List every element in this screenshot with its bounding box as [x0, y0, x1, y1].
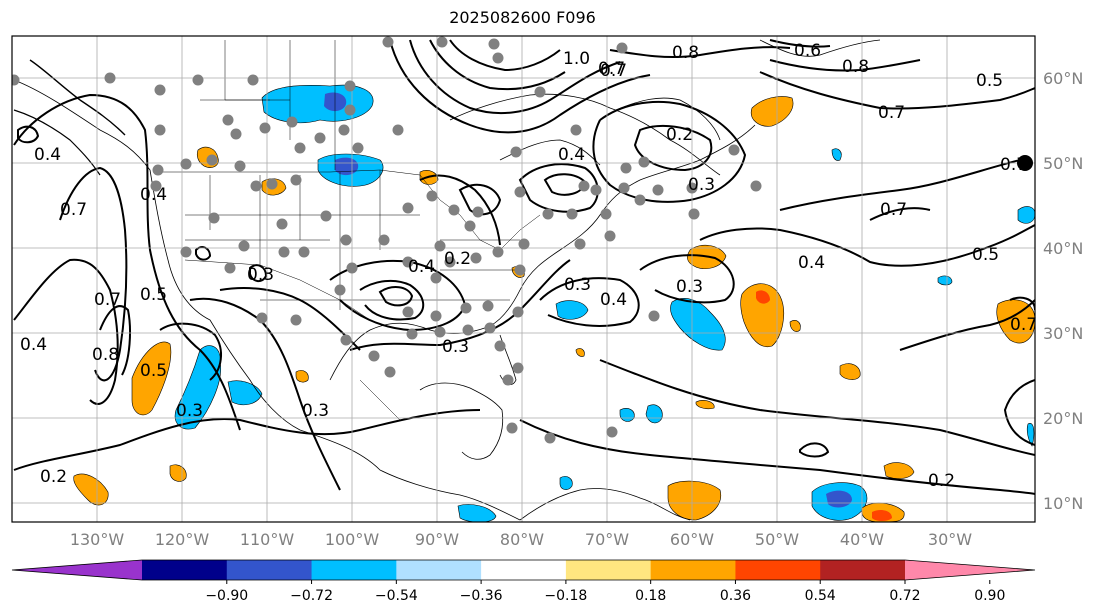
lat-label: 20°N — [1043, 409, 1083, 428]
lon-label: 40°W — [840, 530, 884, 549]
contour-label: 0.4 — [20, 335, 47, 355]
colorbar-segment — [142, 560, 228, 580]
lat-label: 10°N — [1043, 494, 1083, 513]
contour-label: 0.5 — [976, 71, 1003, 91]
contour-label: 0.7 — [600, 61, 627, 81]
colorbar-segment — [311, 560, 397, 580]
colorbar-tick-label: 0.54 — [805, 588, 836, 604]
contour-label: 0.2 — [444, 249, 471, 269]
colorbar-tick-label: 0.72 — [889, 588, 920, 604]
contour-label: 0.4 — [558, 145, 585, 165]
colorbar-extend-low — [12, 560, 142, 580]
colorbar-tick-label: −0.72 — [290, 588, 333, 604]
lon-label: 120°W — [155, 530, 210, 549]
colorbar-segment — [820, 560, 906, 580]
lon-label: 60°W — [670, 530, 714, 549]
lon-label: 70°W — [585, 530, 629, 549]
lat-label: 60°N — [1043, 69, 1083, 88]
highlight-marker — [1017, 155, 1033, 171]
colorbar-segment — [735, 560, 821, 580]
contour-label: 0.7 — [880, 200, 907, 220]
lon-label: 100°W — [325, 530, 380, 549]
colorbar: −0.90 −0.72 −0.54 −0.36 −0.18 0.18 0.36 0.54 0.7… — [11, 559, 1036, 604]
contour-label: 0.7 — [1010, 315, 1037, 335]
station-markers — [12, 36, 762, 444]
colorbar-extend-high — [905, 560, 1035, 580]
colorbar-tick-label: −0.90 — [205, 588, 248, 604]
colorbar-segment — [650, 560, 736, 580]
lat-label: 40°N — [1043, 239, 1083, 258]
colorbar-segment — [396, 560, 482, 580]
map-title: 2025082600 F096 — [449, 8, 596, 27]
colorbar-tick-label: 0.90 — [974, 588, 1005, 604]
political-borders — [160, 40, 541, 421]
longitude-labels: 130°W 120°W 110°W 100°W 90°W 80°W 70°W 6… — [70, 530, 972, 549]
contour-labels: 1.0 0.7 0.8 0.6 0.8 0.5 0.7 0.2 0.4 0.3 … — [20, 41, 1037, 491]
contour-label: 0.4 — [140, 185, 167, 205]
colorbar-tick-label: −0.36 — [460, 588, 503, 604]
contour-label: 0.8 — [92, 345, 119, 365]
contour-label: 0.7 — [94, 290, 121, 310]
contour-label: 0.5 — [140, 361, 167, 381]
contour-label: 0.4 — [798, 253, 825, 273]
contour-label: 1.0 — [563, 49, 590, 69]
contour-label: 0.4 — [34, 145, 61, 165]
lon-label: 130°W — [70, 530, 125, 549]
contour-label: 0.3 — [688, 175, 715, 195]
contour-label: 0.4 — [600, 290, 627, 310]
contour-label: 0.7 — [60, 200, 87, 220]
colorbar-outline — [11, 559, 1036, 581]
plot-area — [12, 36, 1035, 522]
colorbar-tick-label: 0.36 — [720, 588, 751, 604]
contour-label: 0.6 — [794, 41, 821, 61]
contour-label: 0.3 — [302, 401, 329, 421]
lon-label: 110°W — [240, 530, 295, 549]
lon-label: 50°W — [755, 530, 799, 549]
lat-label: 30°N — [1043, 324, 1083, 343]
contour-label: 0.5 — [972, 245, 999, 265]
contour-label: 0.7 — [1000, 155, 1027, 175]
colorbar-segment — [226, 560, 313, 580]
colorbar-tick-label: −0.54 — [375, 588, 418, 604]
contour-label: 0.2 — [40, 467, 67, 487]
lon-label: 30°W — [928, 530, 972, 549]
contour-label: 0.8 — [672, 43, 699, 63]
plot-frame — [11, 35, 1036, 523]
contour-label: 0.2 — [666, 125, 693, 145]
contour-label: 0.4 — [408, 257, 435, 277]
lat-label: 50°N — [1043, 154, 1083, 173]
contour-label: 0.3 — [564, 275, 591, 295]
colorbar-segment — [481, 560, 567, 580]
contour-label: 0.7 — [598, 59, 625, 79]
colorbar-tick-label: −0.18 — [544, 588, 587, 604]
latitude-labels: 60°N 50°N 40°N 30°N 20°N 10°N — [1043, 69, 1083, 513]
contour-label: 0.5 — [140, 285, 167, 305]
colorbar-tick-label: 0.18 — [635, 588, 666, 604]
lon-label: 90°W — [415, 530, 459, 549]
contour-label: 0.2 — [928, 471, 955, 491]
lon-label: 80°W — [500, 530, 544, 549]
contour-label: 0.3 — [442, 337, 469, 357]
colorbar-segment — [565, 560, 652, 580]
contour-label: 0.8 — [842, 57, 869, 77]
contour-label: 0.3 — [176, 401, 203, 421]
contour-label: 0.7 — [878, 103, 905, 123]
contour-label: 0.3 — [247, 265, 274, 285]
contour-label: 0.3 — [676, 277, 703, 297]
